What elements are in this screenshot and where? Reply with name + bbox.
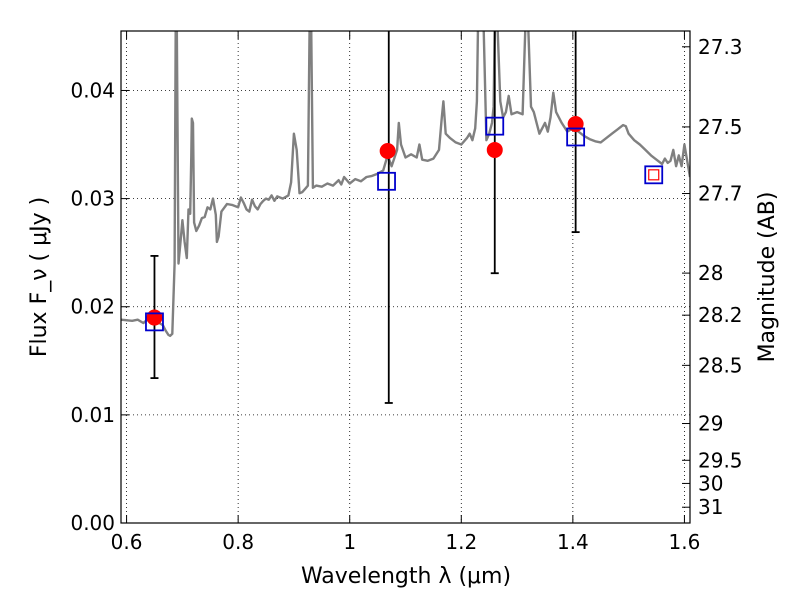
observed-point <box>146 309 163 326</box>
y-tick-label: 0.04 <box>70 78 115 102</box>
model-square-marker <box>566 127 586 147</box>
x-axis-label: Wavelength λ (μm) <box>301 564 511 589</box>
x-tick-label: 0.8 <box>222 530 254 554</box>
observed-point <box>379 143 396 160</box>
y-axis-label: Flux F_ν ( μJy ) <box>27 197 52 357</box>
model-square-marker <box>644 165 664 185</box>
y-tick-label: 0.02 <box>70 295 115 319</box>
right-tick-label: 30 <box>698 471 723 495</box>
x-tick-label: 1 <box>343 530 356 554</box>
y-axis-right-label: Magnitude (AB) <box>755 192 780 363</box>
x-tick-label: 1.4 <box>557 530 589 554</box>
model-square-marker <box>145 312 164 332</box>
right-tick-label: 31 <box>698 495 723 519</box>
plot-frame <box>120 30 691 524</box>
right-tick-label: 29.5 <box>698 448 743 472</box>
x-tick-label: 0.6 <box>111 530 143 554</box>
model-square-marker <box>377 171 396 191</box>
right-tick-label: 28.2 <box>698 303 743 327</box>
y-tick-label: 0.00 <box>70 511 115 535</box>
spectrum-line <box>121 31 690 338</box>
right-tick-label: 28 <box>698 261 723 285</box>
x-tick-label: 1.2 <box>445 530 477 554</box>
axis-ticks: 0.6 0.8 1 1.2 1.4 1.6 0.00 0.01 0.02 0.03 0.04 27.3… <box>70 31 743 554</box>
right-tick-label: 28.5 <box>698 353 743 377</box>
observed-point <box>486 141 503 158</box>
right-tick-label: 27.3 <box>698 35 743 59</box>
model-square-marker <box>485 116 505 136</box>
right-tick-label: 29 <box>698 412 723 436</box>
small-square-marker <box>648 169 660 181</box>
right-tick-label: 27.7 <box>698 182 743 206</box>
right-tick-label: 27.5 <box>698 115 743 139</box>
grid-lines <box>121 31 690 524</box>
plot-area <box>121 31 690 404</box>
x-tick-label: 1.6 <box>669 530 701 554</box>
y-tick-label: 0.03 <box>70 187 115 211</box>
y-tick-label: 0.01 <box>70 403 115 427</box>
